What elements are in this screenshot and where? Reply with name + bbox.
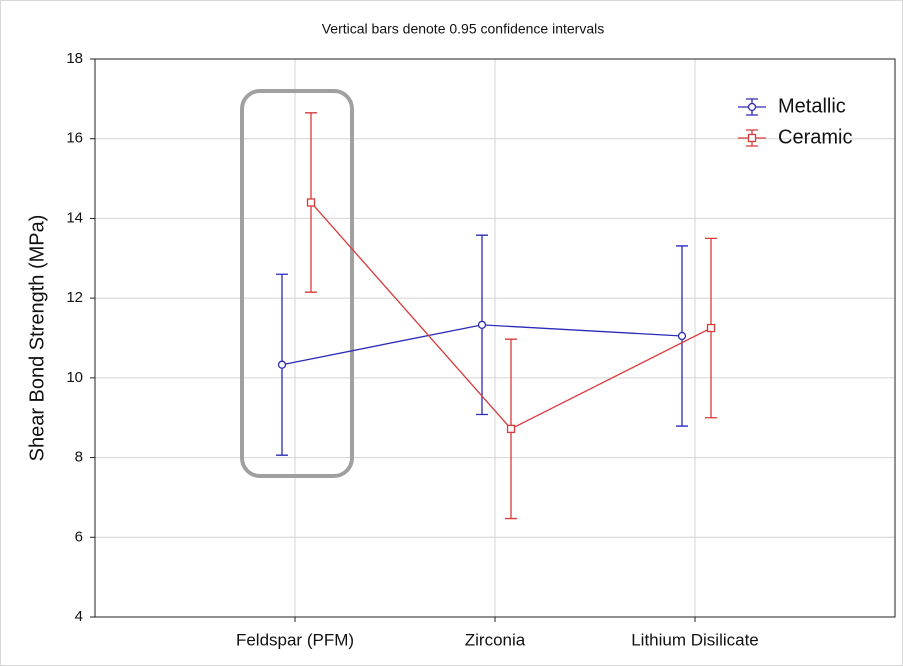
x-tick-label: Zirconia	[465, 630, 526, 649]
marker	[677, 331, 687, 341]
grid	[90, 58, 895, 622]
marker	[477, 320, 487, 329]
y-tick-label: 6	[75, 528, 83, 545]
y-tick-label: 4	[75, 608, 83, 625]
highlight-box	[240, 89, 354, 478]
marker	[747, 102, 757, 112]
chart-title: Vertical bars denote 0.95 confidence int…	[322, 21, 605, 37]
y-axis-label: Shear Bond Strength (MPa)	[26, 215, 48, 462]
marker	[506, 424, 516, 434]
marks	[276, 112, 717, 520]
y-tick-label: 12	[66, 289, 83, 306]
legend-label: Metallic	[778, 95, 846, 117]
legend-label: Ceramic	[778, 126, 852, 148]
marker	[747, 133, 757, 143]
y-tick-label: 16	[66, 130, 83, 147]
marker	[706, 323, 716, 333]
y-tick-label: 10	[66, 369, 83, 386]
y-tick-label: 8	[75, 449, 83, 466]
x-tick-label: Feldspar (PFM)	[236, 630, 354, 649]
marker	[306, 198, 316, 207]
y-tick-label: 14	[66, 209, 83, 226]
plot-frame	[94, 58, 896, 618]
marker	[277, 360, 287, 369]
x-tick-label: Lithium Disilicate	[631, 630, 759, 649]
legend: Metallic Ceramic	[738, 95, 852, 148]
y-tick-label: 18	[66, 50, 83, 67]
